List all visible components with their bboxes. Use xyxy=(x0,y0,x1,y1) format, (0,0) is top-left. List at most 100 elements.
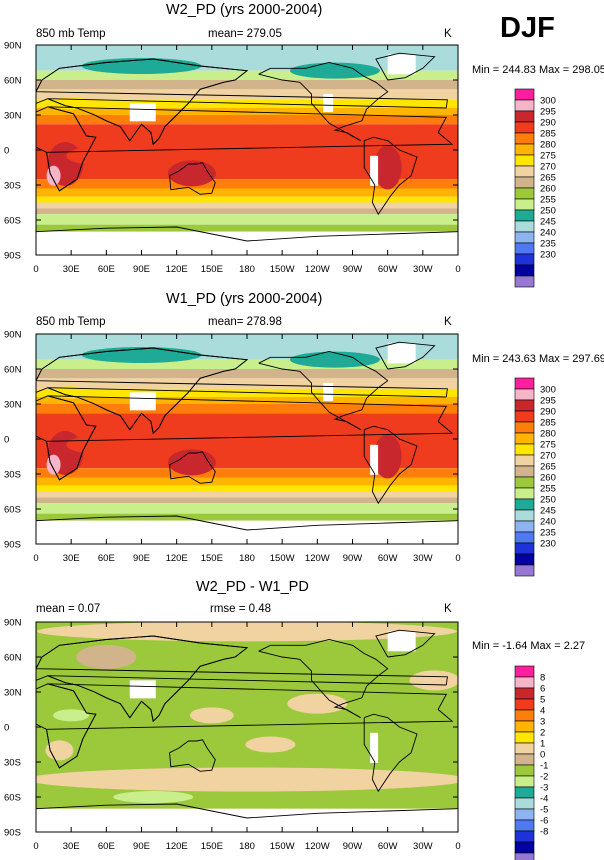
colorbar-label: 250 xyxy=(540,206,556,217)
y-tick-label: 90N xyxy=(4,618,22,629)
colorbar-swatch xyxy=(514,742,535,755)
temp-band xyxy=(36,369,458,379)
colorbar-label: 285 xyxy=(540,129,556,140)
panel-1-mean: mean= 279.05 xyxy=(208,28,282,40)
colorbar-swatch xyxy=(514,852,535,860)
temp-band xyxy=(36,378,458,389)
x-tick-label: 150E xyxy=(201,841,223,852)
south-america-warm-region xyxy=(373,434,402,479)
temp-band xyxy=(36,214,458,225)
temp-band xyxy=(36,108,458,115)
greenland-masked xyxy=(387,54,416,75)
map-panel-3: 0 30E 60E 90E 120E 150E 180 150W 120W 90W 60W 30W 09… xyxy=(4,618,548,860)
colorbar-swatch xyxy=(514,275,535,288)
x-tick-label: 0 xyxy=(33,553,38,564)
australia-warm-region xyxy=(167,160,216,187)
australia-outline xyxy=(169,162,216,195)
colorbar-label: 300 xyxy=(540,96,556,107)
colorbar-label: -3 xyxy=(540,783,548,794)
temp-band xyxy=(36,224,458,232)
andes-masked xyxy=(370,732,379,763)
siberia-region xyxy=(81,58,202,74)
colorbar-label: 230 xyxy=(540,250,556,261)
africa-outline-wrap xyxy=(36,395,97,481)
north-america-outline xyxy=(258,351,389,431)
map-fill-3 xyxy=(36,622,458,832)
colorbar-label: 275 xyxy=(540,440,556,451)
temp-band xyxy=(36,99,458,108)
andes-masked xyxy=(370,444,379,475)
colorbar-swatch xyxy=(514,676,535,689)
colorbar-swatch xyxy=(514,209,535,222)
temp-band xyxy=(36,397,458,404)
x-tick-label: 120E xyxy=(166,553,188,564)
x-tick-label: 60E xyxy=(98,553,115,564)
colorbar-swatch xyxy=(514,720,535,733)
map-fill-1 xyxy=(36,45,458,255)
temp-band xyxy=(36,497,458,504)
colorbar-swatch xyxy=(514,830,535,843)
greenland-masked xyxy=(387,343,416,364)
africa-outline-wrap xyxy=(36,683,97,769)
greenland-outline xyxy=(375,341,436,370)
europe-asia-outline-wrap xyxy=(36,58,249,146)
colorbar-label: 3 xyxy=(540,717,545,728)
panel-2-unit: K xyxy=(444,316,452,328)
temp-band xyxy=(36,231,458,255)
australia-warm-region xyxy=(167,449,216,476)
x-tick-label: 60W xyxy=(378,841,398,852)
colorbar-swatch xyxy=(514,132,535,145)
tibet-masked xyxy=(129,392,156,411)
x-tick-label: 60W xyxy=(378,264,398,275)
rockies-masked xyxy=(323,383,334,401)
antarctica-outline xyxy=(36,803,458,819)
y-tick-label: 90N xyxy=(4,41,22,52)
y-tick-label: 0 xyxy=(4,435,9,446)
x-tick-label: 150W xyxy=(270,553,295,564)
colorbar-label: 240 xyxy=(540,228,556,239)
temp-band xyxy=(36,188,458,197)
colorbar-label: 295 xyxy=(540,107,556,118)
south-america-warm-region xyxy=(373,145,402,190)
x-tick-label: 0 xyxy=(455,264,460,275)
panel-3-title: W2_PD - W1_PD xyxy=(196,579,309,595)
colorbar-label: 260 xyxy=(540,184,556,195)
colorbar-label: 280 xyxy=(540,429,556,440)
x-tick-label: 90E xyxy=(133,264,150,275)
colorbar-swatch xyxy=(514,432,535,445)
colorbar-swatch xyxy=(514,110,535,123)
colorbar-label: 5 xyxy=(540,695,545,706)
x-tick-label: 150W xyxy=(270,841,295,852)
colorbar-label: 240 xyxy=(540,517,556,528)
y-tick-label: 30S xyxy=(4,470,21,481)
colorbar-swatch xyxy=(514,264,535,277)
diff-positive-southern xyxy=(36,767,458,792)
y-tick-label: 30N xyxy=(4,400,22,411)
mediterranean-region xyxy=(51,386,92,399)
colorbar-label: 0 xyxy=(540,750,545,761)
colorbar-label: 290 xyxy=(540,118,556,129)
colorbar-swatch xyxy=(514,187,535,200)
x-tick-label: 180 xyxy=(239,553,255,564)
temp-band xyxy=(36,404,458,414)
x-tick-label: 90E xyxy=(133,553,150,564)
x-tick-label: 90W xyxy=(343,264,363,275)
colorbar-swatch xyxy=(514,841,535,854)
colorbar-label: 295 xyxy=(540,396,556,407)
x-tick-label: 120W xyxy=(305,264,330,275)
indian-ocean-region xyxy=(66,145,147,166)
colorbar-swatch xyxy=(514,220,535,233)
map-panel-2: 0 30E 60E 90E 120E 150E 180 150W 120W 90W 60W 30W 0 9… xyxy=(4,330,556,577)
panel-2-title: W1_PD (yrs 2000-2004) xyxy=(166,291,323,307)
x-tick-label: 120E xyxy=(166,264,188,275)
y-tick-label: 90N xyxy=(4,330,22,341)
y-tick-label: 30N xyxy=(4,688,22,699)
colorbar-swatch xyxy=(514,476,535,489)
y-tick-label: 0 xyxy=(4,723,9,734)
x-tick-label: 0 xyxy=(455,553,460,564)
x-tick-label: 180 xyxy=(239,841,255,852)
arctic-region xyxy=(200,338,341,358)
siberia-region xyxy=(81,347,202,363)
